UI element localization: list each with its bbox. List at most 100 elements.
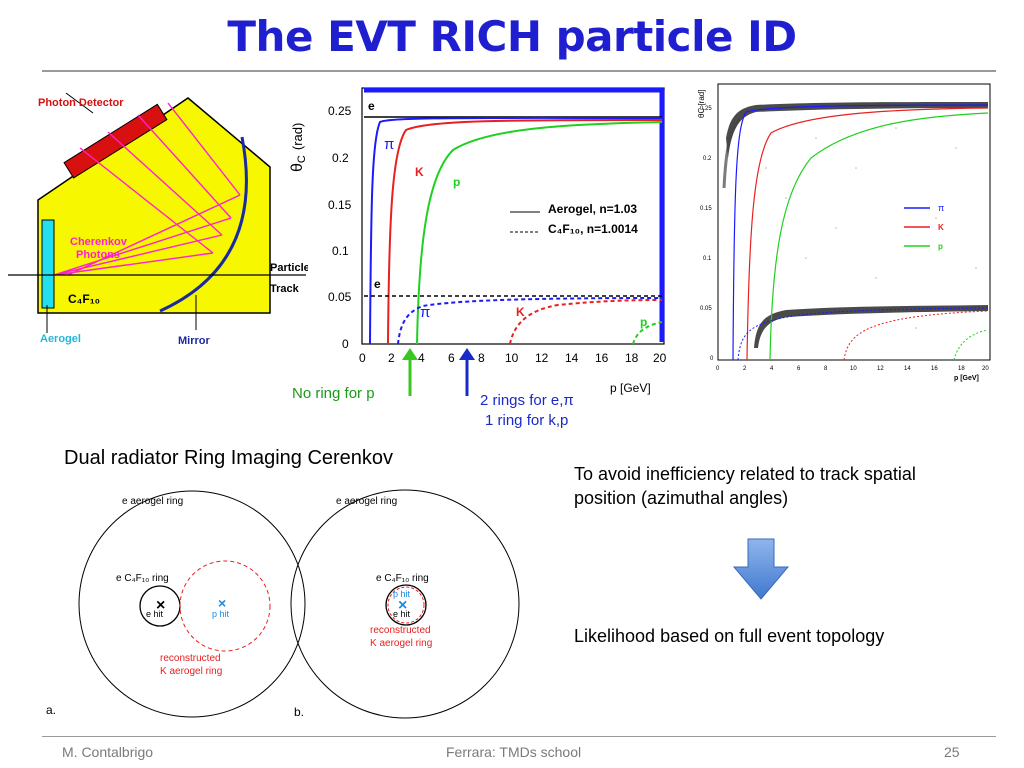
mirror — [159, 136, 248, 313]
p-hit-label-a: p hit — [212, 609, 230, 619]
reco-label-1-b: reconstructed — [370, 625, 431, 636]
x-tick-20: 20 — [653, 351, 667, 365]
scatter-y-tick-010: 0.1 — [703, 256, 712, 262]
scatter-x-tick-8: 8 — [824, 366, 828, 372]
scatter-y-tick-020: 0.2 — [703, 156, 712, 162]
x-tick-4: 4 — [418, 351, 425, 365]
e-hit-label-b: e hit — [393, 609, 411, 619]
x-tick-16: 16 — [595, 351, 609, 365]
y-tick-010: 0.1 — [332, 244, 349, 258]
reco-label-1-a: reconstructed — [160, 653, 221, 664]
ring-panel-b: × e aerogel ring e C₄F₁₀ ring p hit e hi… — [290, 489, 520, 719]
cherenkov-photons — [53, 102, 241, 276]
x-tick-0: 0 — [359, 351, 366, 365]
likelihood-note: Likelihood based on full event topology — [574, 626, 885, 646]
ring-panel-a: × × e aerogel ring e C₄F₁₀ ring e hit p … — [46, 490, 306, 718]
y-tick-005: 0.05 — [328, 290, 352, 304]
legend-gas: C₄F₁₀, n=1.0014 — [548, 222, 638, 236]
footer-divider — [42, 736, 996, 737]
gas-ring-b — [385, 584, 427, 626]
scatter-x-tick-18: 18 — [958, 366, 965, 372]
track-position-note: To avoid inefficiency related to track s… — [574, 464, 916, 508]
aerogel-ring-a — [78, 490, 306, 718]
theta-momentum-plot: θC(rad) 0.25 0.2 0.15 0.1 0.05 0 0 2 4 6… — [289, 87, 667, 395]
scatter-x-tick-16: 16 — [931, 366, 938, 372]
scatter-y-tick-005: 0.05 — [700, 306, 712, 312]
gas-ring-label-a: e C₄F₁₀ ring — [116, 573, 169, 584]
curve-p-aerogel — [416, 121, 663, 345]
cherenkov-label-1: Cherenkov — [70, 236, 128, 248]
scatter-frame — [717, 83, 991, 361]
gas-ring-label-b: e C₄F₁₀ ring — [376, 573, 429, 584]
title-divider — [42, 70, 996, 72]
x-tick-10: 10 — [505, 351, 519, 365]
e-hit-label-a: e hit — [146, 609, 164, 619]
detector-body — [37, 97, 271, 314]
x-tick-8: 8 — [478, 351, 485, 365]
y-tick-015: 0.15 — [328, 198, 352, 212]
reconstructed-ring-b — [387, 586, 425, 624]
two-rings-note: 2 rings for e,π — [480, 392, 574, 409]
footer-event: Ferrara: TMDs school — [446, 744, 582, 760]
curve-p-gas — [632, 321, 663, 345]
scatter-x-tick-12: 12 — [877, 366, 884, 372]
slide-title: The EVT RICH particle ID — [227, 12, 797, 61]
scatter-aerogel-band — [726, 102, 988, 158]
aerogel-radiator — [41, 219, 55, 309]
scatter-gas-band — [754, 305, 988, 348]
mirror-label: Mirror — [178, 335, 211, 347]
scatter-y-label: θC [rad] — [697, 90, 706, 118]
photon-detector-label: Photon Detector — [38, 97, 124, 109]
aerogel-ring-b — [290, 489, 520, 719]
down-arrow-icon — [732, 538, 790, 600]
plot-frame — [361, 87, 665, 345]
p-hit-marker-a: × — [218, 595, 226, 611]
scatter-y-tick-025: 0.25 — [700, 106, 712, 112]
scatter-x-tick-6: 6 — [797, 366, 801, 372]
y-tick-025: 0.25 — [328, 104, 352, 118]
aerogel-ring-label-a: e aerogel ring — [122, 496, 183, 507]
y-tick-0: 0 — [342, 337, 349, 351]
legend-aerogel: Aerogel, n=1.03 — [548, 202, 637, 216]
scatter-y-tick-015: 0.15 — [700, 206, 712, 212]
annotation-arrows — [402, 348, 475, 396]
x-tick-18: 18 — [625, 351, 639, 365]
one-ring-note: 1 ring for k,p — [485, 412, 569, 429]
reco-label-2-b: K aerogel ring — [370, 638, 432, 649]
aerogel-label: Aerogel — [40, 333, 81, 345]
curve-k-aerogel — [387, 119, 663, 345]
scatter-noise — [765, 127, 977, 329]
x-tick-2: 2 — [388, 351, 395, 365]
label-p-aerogel: p — [453, 175, 460, 189]
scatter-curve-k-gas — [843, 310, 989, 361]
particle-label: Particle — [270, 262, 308, 274]
rich-detector-schematic: Photon Detector Cherenkov Photons Partic… — [8, 92, 308, 347]
scatter-x-tick-10: 10 — [850, 366, 857, 372]
gas-label: C₄F₁₀ — [68, 292, 100, 306]
label-pi-gas: π — [420, 304, 430, 321]
scatter-curve-p-gas — [953, 329, 989, 361]
up-arrow-icon — [459, 348, 475, 396]
track-label: Track — [270, 283, 300, 295]
label-k-aerogel: K — [415, 165, 424, 179]
scatter-curve-k — [746, 107, 989, 361]
scatter-x-tick-20: 20 — [982, 366, 989, 372]
reco-label-2-a: K aerogel ring — [160, 666, 222, 677]
panel-label-b: b. — [294, 705, 304, 719]
no-ring-note: No ring for p — [292, 385, 375, 402]
label-k-gas: K — [516, 305, 525, 319]
scatter-legend-k: K — [938, 223, 944, 232]
e-hit-marker-a: × — [156, 597, 165, 614]
scatter-legend-p: p — [938, 242, 943, 251]
y-tick-020: 0.2 — [332, 151, 349, 165]
footer-page-number: 25 — [944, 744, 960, 760]
label-e-aerogel: e — [368, 99, 375, 113]
cherenkov-label-2: Photons — [76, 249, 120, 261]
label-pi-aerogel: π — [384, 136, 394, 153]
scatter-x-tick-14: 14 — [904, 366, 911, 372]
ring-diagrams: × × e aerogel ring e C₄F₁₀ ring e hit p … — [46, 489, 520, 719]
y-axis-label: θC(rad) — [289, 123, 308, 172]
label-e-gas: e — [374, 277, 381, 291]
scatter-curve-pi — [732, 104, 989, 361]
scatter-y-tick-0: 0 — [710, 356, 714, 362]
